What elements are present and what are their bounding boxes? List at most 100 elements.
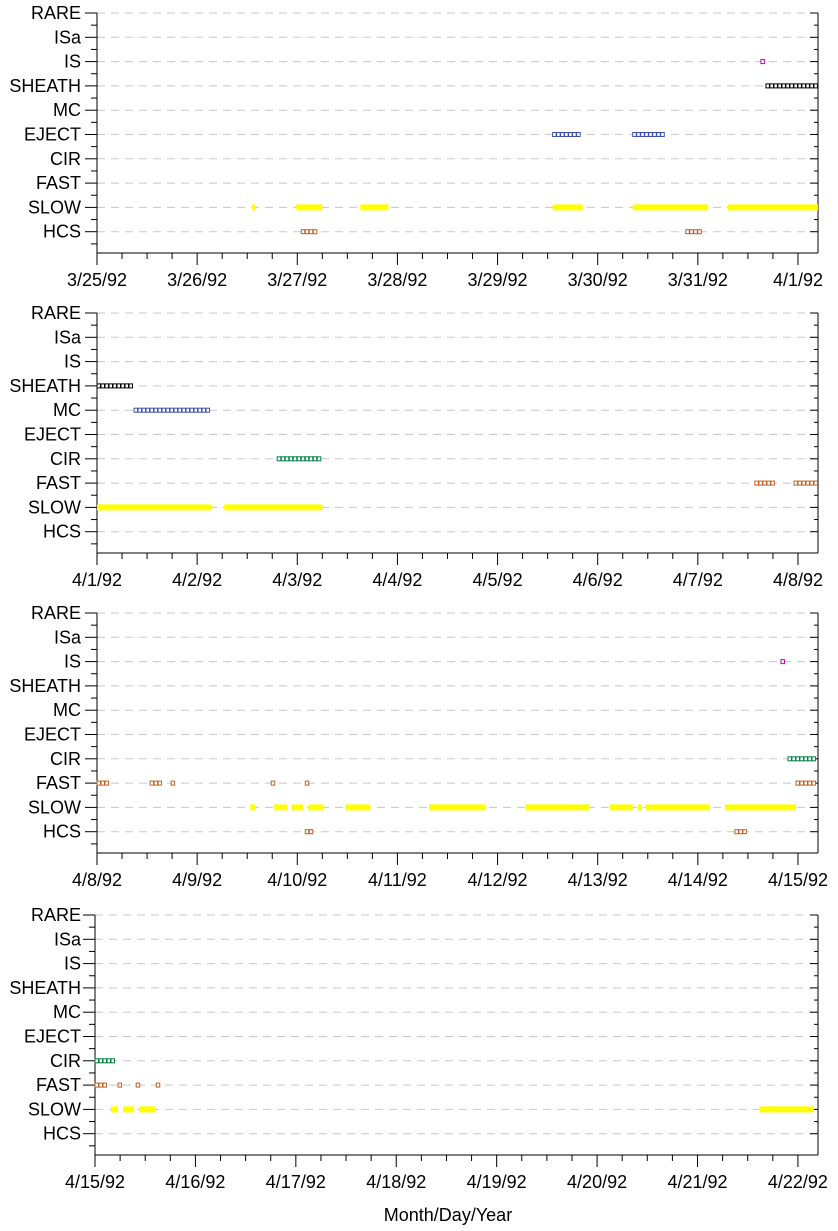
marker-square	[803, 756, 808, 762]
category-label: EJECT	[24, 1027, 81, 1047]
marker-square	[805, 83, 810, 89]
marker-square	[173, 407, 179, 413]
marker-square	[304, 456, 310, 462]
marker-square	[769, 83, 774, 89]
slow-bar	[224, 504, 323, 511]
category-label: FAST	[36, 173, 81, 193]
category-label: SLOW	[28, 1099, 81, 1119]
x-tick-label: 4/11/92	[368, 870, 427, 890]
category-label: SLOW	[28, 197, 81, 217]
x-tick-label: 4/7/92	[673, 570, 723, 590]
marker-square	[799, 780, 804, 786]
marker-square	[189, 407, 195, 413]
marker-square	[560, 132, 565, 137]
x-tick-label: 4/10/92	[267, 870, 327, 890]
marker-square	[102, 1082, 107, 1088]
x-tick-label: 4/8/92	[72, 870, 122, 890]
marker-square	[780, 659, 785, 665]
chart-panel-4: RARE ISa IS SHEATH MC EJECT CIR FAST SLOW HCS 4/15…	[9, 905, 828, 1192]
marker-square	[165, 407, 171, 413]
marker-square	[813, 480, 818, 486]
category-label: SLOW	[28, 797, 81, 817]
category-label: SHEATH	[9, 978, 81, 998]
chart-panel-2: RARE ISa IS SHEATH MC EJECT CIR FAST SLOW HCS 4/1/…	[9, 303, 823, 590]
marker-square	[157, 407, 163, 413]
marker-square	[116, 383, 121, 389]
marker-square	[308, 229, 314, 235]
marker-square	[640, 132, 645, 137]
marker-square	[803, 780, 808, 786]
marker-square	[185, 407, 191, 413]
is-interval	[760, 59, 765, 65]
marker-square	[284, 456, 290, 462]
marker-square	[169, 407, 175, 413]
marker-square	[791, 756, 796, 762]
slow-bar	[139, 1106, 156, 1113]
category-label: HCS	[43, 1124, 81, 1144]
fast-interval	[304, 780, 310, 786]
marker-square	[128, 383, 133, 389]
marker-square	[112, 383, 117, 389]
x-axis-title: Month/Day/Year	[384, 1205, 512, 1225]
x-tick-label: 4/15/92	[768, 870, 828, 890]
marker-square	[793, 480, 798, 486]
slow-bar	[360, 204, 389, 211]
category-label: SHEATH	[9, 376, 81, 396]
cir-interval	[276, 456, 322, 462]
slow-bar	[250, 804, 256, 811]
x-tick-label: 3/25/92	[67, 270, 127, 290]
hcs-interval	[304, 829, 314, 835]
x-tick-label: 4/17/92	[266, 1172, 326, 1192]
marker-square	[785, 83, 790, 89]
x-tick-label: 4/18/92	[366, 1172, 426, 1192]
x-tick-label: 4/6/92	[573, 570, 623, 590]
category-label: CIR	[50, 449, 81, 469]
marker-square	[552, 132, 557, 137]
slow-bar	[274, 804, 288, 811]
category-label: IS	[64, 352, 81, 372]
marker-square	[98, 1082, 103, 1088]
marker-square	[149, 780, 155, 786]
marker-square	[270, 780, 276, 786]
x-tick-label: 4/22/92	[768, 1172, 828, 1192]
marker-square	[742, 829, 747, 835]
x-tick-label: 4/16/92	[165, 1172, 225, 1192]
marker-square	[568, 132, 573, 137]
category-label: SLOW	[28, 497, 81, 517]
slow-bar	[345, 804, 371, 811]
category-label: ISa	[54, 929, 82, 949]
x-tick-label: 3/28/92	[367, 270, 427, 290]
category-label: CIR	[50, 1051, 81, 1071]
slow-bar	[637, 804, 642, 811]
marker-square	[773, 83, 778, 89]
marker-square	[145, 407, 151, 413]
marker-square	[312, 229, 318, 235]
marker-square	[193, 407, 199, 413]
category-label: IS	[64, 652, 81, 672]
marker-square	[799, 756, 804, 762]
marker-square	[106, 1058, 111, 1064]
mc-interval	[133, 407, 211, 413]
x-tick-label: 4/20/92	[567, 1172, 627, 1192]
category-label: RARE	[31, 3, 81, 23]
slow-bar	[123, 1106, 135, 1113]
x-tick-label: 4/21/92	[667, 1172, 727, 1192]
x-tick-label: 4/12/92	[468, 870, 528, 890]
marker-square	[636, 132, 641, 137]
marker-square	[205, 407, 211, 413]
slow-bar	[525, 804, 590, 811]
marker-square	[94, 1082, 99, 1088]
marker-square	[793, 83, 798, 89]
marker-square	[120, 383, 125, 389]
marker-square	[288, 456, 294, 462]
marker-square	[813, 83, 818, 89]
marker-square	[124, 383, 129, 389]
category-label: ISa	[54, 27, 82, 47]
category-label: IS	[64, 52, 81, 72]
marker-square	[652, 132, 657, 137]
marker-square	[141, 407, 147, 413]
category-label: MC	[53, 1002, 81, 1022]
x-tick-label: 4/8/92	[773, 570, 823, 590]
x-tick-label: 4/1/92	[72, 570, 122, 590]
